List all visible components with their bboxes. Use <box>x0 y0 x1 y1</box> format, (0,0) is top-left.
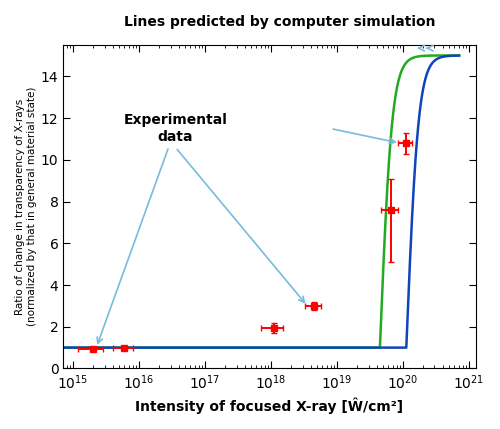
Y-axis label: Ratio of change in transparency of X-rays
(normalized by that in general materia: Ratio of change in transparency of X-ray… <box>15 87 36 326</box>
X-axis label: Intensity of focused X-ray [Ŵ/cm²]: Intensity of focused X-ray [Ŵ/cm²] <box>136 398 404 414</box>
Text: Experimental
data: Experimental data <box>97 113 228 343</box>
Text: Lines predicted by computer simulation: Lines predicted by computer simulation <box>124 15 436 29</box>
